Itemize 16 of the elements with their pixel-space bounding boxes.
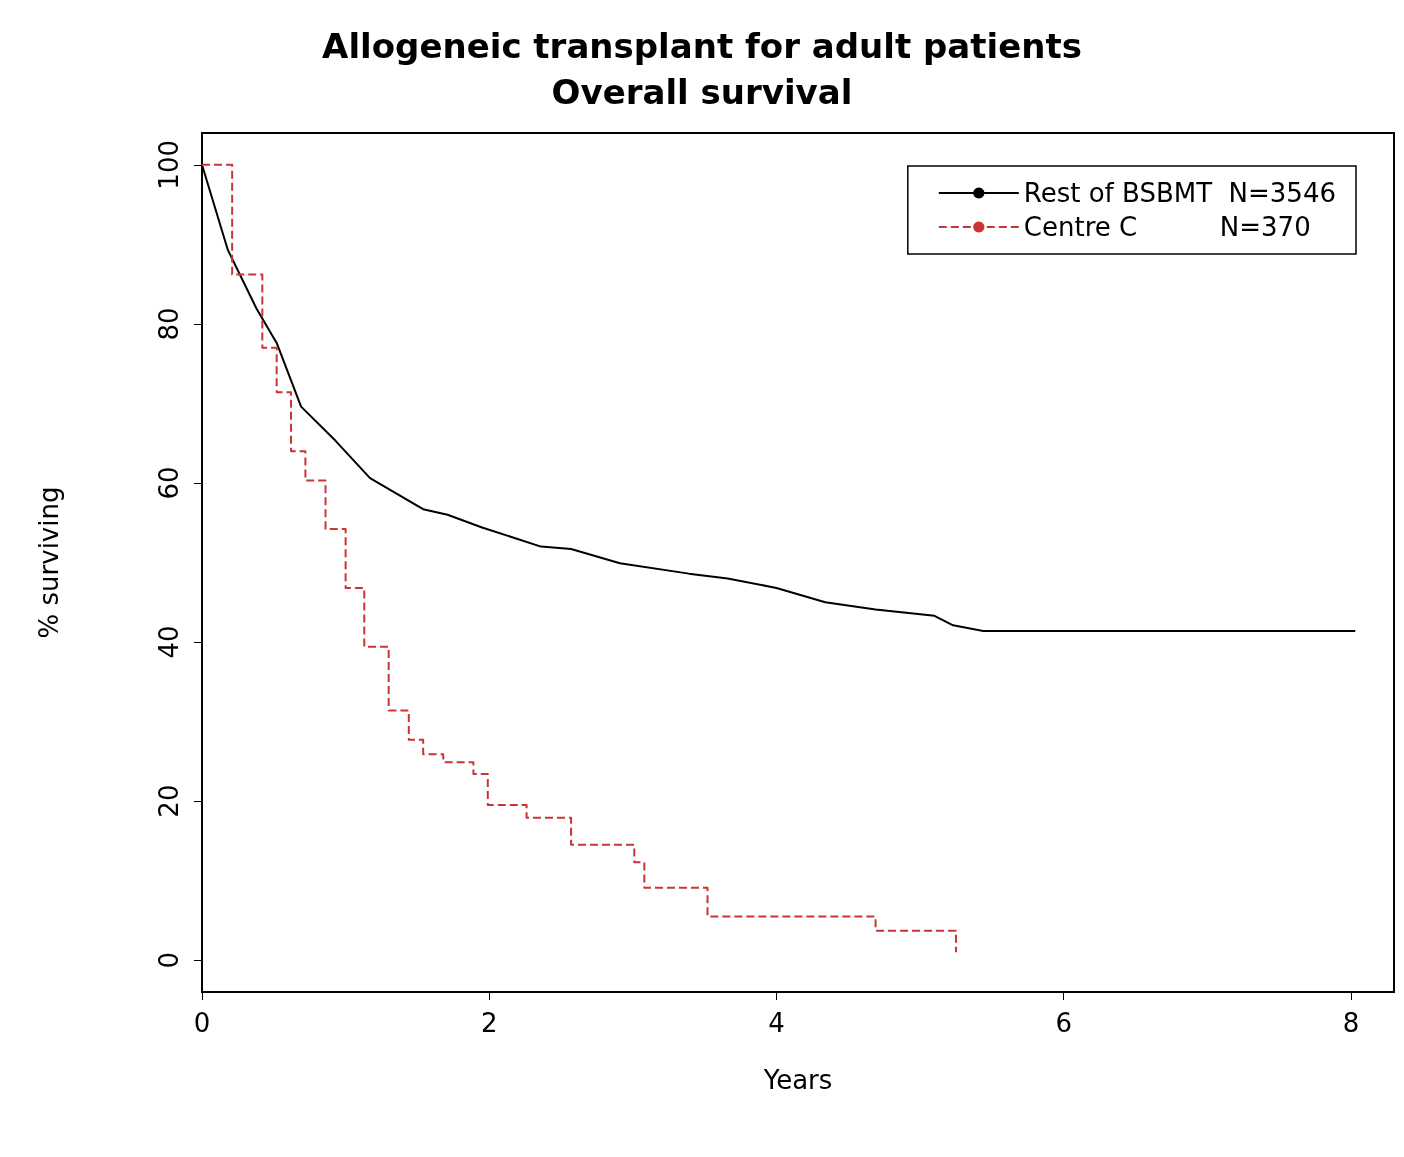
y-tick-label: 0 xyxy=(154,951,184,969)
chart-title: Allogeneic transplant for adult patients Overall survival xyxy=(322,26,1082,112)
x-tick-label: 0 xyxy=(193,1008,211,1038)
legend-label: Rest of BSBMT N=3546 xyxy=(1023,178,1337,208)
y-tick-label: 60 xyxy=(154,466,184,500)
x-tick-label: 8 xyxy=(1342,1008,1360,1038)
x-tick-label: 2 xyxy=(480,1008,498,1038)
y-tick-label: 20 xyxy=(154,784,184,818)
legend-label: Centre C N=370 xyxy=(1023,212,1311,242)
y-tick-label: 40 xyxy=(154,625,184,659)
y-tick-label: 100 xyxy=(154,139,184,190)
x-tick-label: 4 xyxy=(768,1008,785,1038)
y-axis-title: % surviving xyxy=(34,486,64,639)
x-tick-label: 6 xyxy=(1055,1008,1072,1038)
y-tick-label: 80 xyxy=(154,307,184,341)
x-axis-title: Years xyxy=(762,1065,833,1095)
